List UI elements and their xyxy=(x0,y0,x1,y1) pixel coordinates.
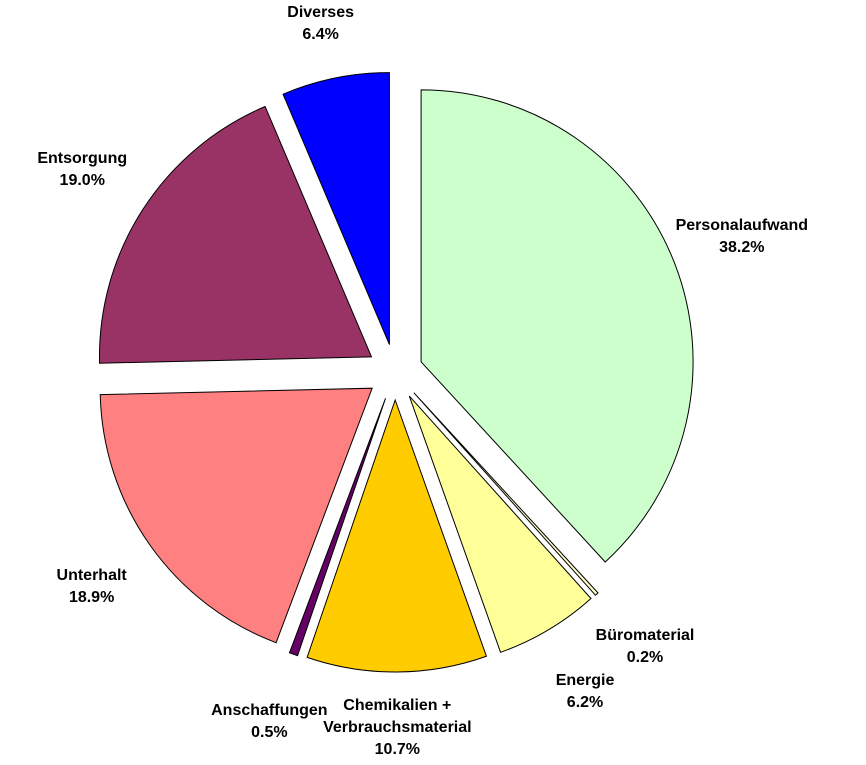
category-label: Entsorgung xyxy=(37,150,128,168)
category-label: Energie xyxy=(555,671,615,689)
value-label: 0.2% xyxy=(626,649,664,667)
category-label: Personalaufwand xyxy=(675,216,809,234)
pie-slice xyxy=(408,395,592,653)
pie-slice xyxy=(306,398,488,673)
slice-label: Anschaffungen 0.5% xyxy=(211,700,327,744)
pie-slice xyxy=(99,387,373,644)
pie-slice xyxy=(420,89,694,563)
value-label: 19.0% xyxy=(59,172,105,190)
slice-label: Entsorgung 19.0% xyxy=(37,148,127,192)
value-label: 6.4% xyxy=(302,26,339,43)
value-label: 18.9% xyxy=(68,589,115,607)
category-label: Anschaffungen xyxy=(211,702,328,720)
value-label: 38.2% xyxy=(719,238,765,256)
value-label: 0.5% xyxy=(251,724,288,742)
slice-label: Unterhalt 18.9% xyxy=(57,565,127,609)
slice-label: Personalaufwand 38.2% xyxy=(676,215,808,259)
category-label: Büromaterial xyxy=(595,627,695,645)
category-label: Chemikalien + Verbrauchsmaterial xyxy=(323,697,472,736)
pie-slice xyxy=(99,105,373,364)
value-label: 6.2% xyxy=(566,693,604,711)
category-label: Unterhalt xyxy=(56,567,127,585)
value-label: 10.7% xyxy=(374,741,421,758)
slice-label: Energie 6.2% xyxy=(556,670,615,714)
slice-label: Diverses 6.4% xyxy=(287,2,354,46)
slice-label: Büromaterial 0.2% xyxy=(596,625,695,669)
pie-slice xyxy=(282,72,390,345)
pie-slice xyxy=(288,398,386,657)
slice-label: Chemikalien + Verbrauchsmaterial 10.7% xyxy=(307,695,487,761)
pie-slice xyxy=(413,392,599,596)
category-label: Diverses xyxy=(287,4,354,21)
